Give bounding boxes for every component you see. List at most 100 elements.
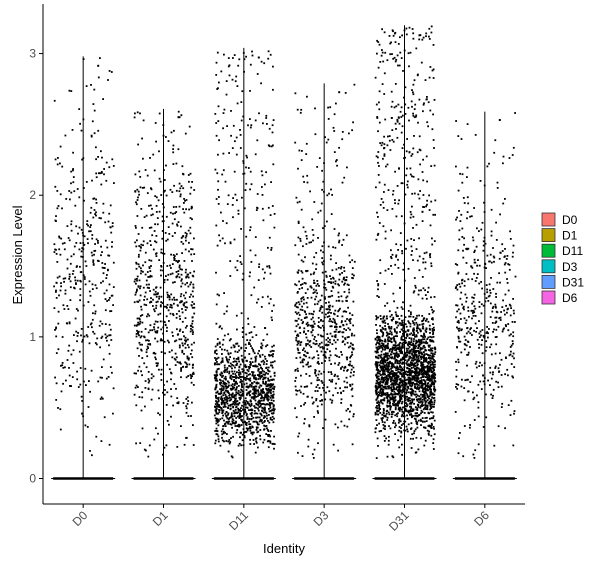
data-point [411, 352, 413, 355]
data-point [347, 284, 350, 286]
data-point [237, 390, 240, 392]
data-point [312, 326, 315, 328]
data-point [428, 76, 431, 79]
data-point [314, 298, 316, 301]
data-point [426, 378, 428, 381]
data-point [235, 421, 237, 424]
data-point [178, 315, 181, 318]
data-point [306, 237, 308, 240]
data-point [235, 75, 238, 78]
data-point [112, 286, 115, 288]
data-point [137, 143, 139, 146]
data-point [80, 334, 82, 337]
data-point [417, 371, 419, 374]
data-point [140, 305, 142, 308]
data-point [391, 100, 394, 103]
data-point [64, 277, 67, 280]
data-point [152, 213, 154, 216]
data-point [238, 402, 241, 404]
data-point [315, 289, 318, 292]
data-point [393, 300, 395, 303]
data-point [158, 177, 161, 180]
data-point [424, 261, 427, 264]
data-point [294, 311, 297, 314]
data-point [221, 411, 224, 414]
data-point [56, 276, 59, 279]
data-point [234, 266, 237, 269]
data-point [228, 393, 231, 396]
data-point [334, 387, 337, 390]
data-point [401, 406, 404, 409]
data-point [300, 300, 303, 303]
data-point [135, 226, 137, 229]
data-point [309, 190, 311, 193]
data-point [402, 301, 404, 304]
data-point [428, 354, 431, 357]
data-point [252, 374, 254, 377]
data-point [427, 385, 430, 388]
data-point [415, 382, 418, 385]
data-point [420, 356, 422, 358]
data-point [148, 266, 151, 268]
data-point [345, 279, 348, 281]
data-point [341, 331, 344, 334]
data-point [350, 388, 353, 391]
data-point [228, 358, 230, 361]
data-point [166, 306, 168, 309]
data-point [383, 409, 385, 412]
data-point [185, 268, 187, 271]
data-point [81, 412, 83, 415]
data-point [233, 370, 236, 373]
data-point [334, 280, 337, 283]
data-point [53, 285, 55, 288]
data-point [215, 61, 218, 64]
data-point [213, 362, 216, 365]
data-point [416, 423, 419, 426]
data-point [402, 339, 405, 341]
data-point [322, 354, 325, 356]
data-point [95, 202, 98, 204]
data-point [410, 371, 413, 374]
data-point [334, 373, 336, 376]
data-point [339, 307, 341, 310]
data-point [393, 56, 396, 59]
data-point [56, 207, 59, 210]
data-point [324, 418, 327, 421]
data-point [337, 364, 340, 366]
data-point [217, 153, 219, 156]
data-point [333, 339, 335, 342]
data-point [233, 386, 236, 389]
data-point [217, 440, 220, 443]
data-point [434, 199, 437, 202]
data-point [399, 400, 402, 402]
data-point [386, 332, 389, 335]
data-point [54, 329, 56, 331]
data-point [186, 403, 189, 405]
data-point [248, 366, 250, 368]
data-point [389, 337, 392, 340]
data-point [410, 391, 413, 394]
data-point [412, 408, 414, 411]
data-point [396, 386, 399, 388]
data-point [184, 342, 186, 345]
data-point [272, 304, 275, 307]
data-point [238, 360, 240, 363]
data-point [296, 334, 298, 337]
data-point [398, 343, 401, 345]
data-point [140, 335, 143, 338]
data-point [260, 371, 263, 373]
data-point [413, 354, 416, 356]
data-point [273, 408, 276, 411]
data-point [400, 424, 403, 426]
data-point [387, 340, 390, 342]
data-point [135, 335, 138, 338]
data-point [268, 402, 271, 404]
data-point [385, 437, 387, 440]
data-point [263, 438, 266, 441]
data-point [379, 329, 382, 332]
data-point [330, 371, 332, 373]
data-point [61, 336, 64, 338]
data-point [232, 387, 234, 390]
data-point [404, 420, 407, 423]
data-point [412, 437, 414, 440]
